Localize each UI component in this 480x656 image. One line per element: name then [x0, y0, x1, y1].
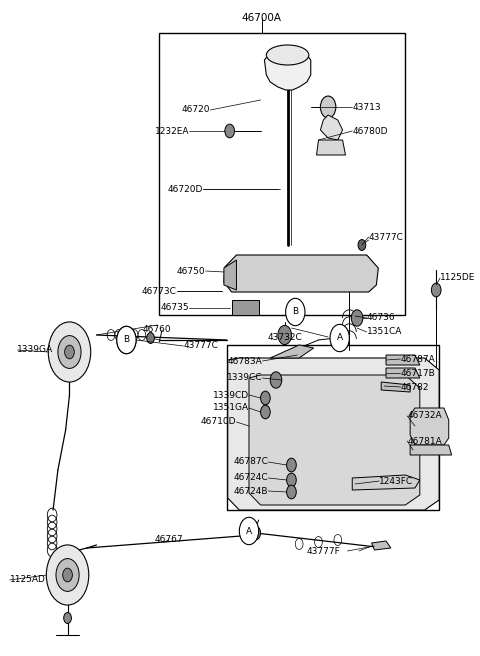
Text: 46710D: 46710D: [201, 417, 237, 426]
Circle shape: [117, 326, 136, 354]
Polygon shape: [224, 260, 237, 290]
Circle shape: [64, 613, 72, 623]
Text: 46750: 46750: [177, 266, 205, 276]
Text: 46735: 46735: [160, 304, 189, 312]
Text: 46717B: 46717B: [400, 369, 435, 377]
Text: 46773C: 46773C: [142, 287, 177, 295]
Ellipse shape: [266, 45, 309, 65]
Circle shape: [432, 283, 441, 297]
Text: 46780D: 46780D: [352, 127, 388, 136]
Text: 43713: 43713: [352, 102, 381, 112]
Text: 1243FC: 1243FC: [379, 476, 413, 485]
Circle shape: [287, 485, 296, 499]
Text: 43777C: 43777C: [183, 342, 218, 350]
Bar: [227, 345, 439, 510]
Text: 46787C: 46787C: [233, 457, 268, 466]
Circle shape: [286, 298, 305, 325]
Polygon shape: [228, 358, 439, 510]
Polygon shape: [352, 475, 420, 490]
Polygon shape: [316, 140, 346, 155]
Text: 46700A: 46700A: [241, 13, 282, 23]
Circle shape: [320, 96, 336, 118]
Text: 46724B: 46724B: [234, 487, 268, 495]
Text: 46782: 46782: [400, 382, 429, 392]
Circle shape: [58, 336, 81, 369]
Circle shape: [261, 391, 270, 405]
Circle shape: [287, 473, 296, 487]
Circle shape: [48, 322, 91, 382]
Text: 46724C: 46724C: [234, 474, 268, 483]
Text: 1125DE: 1125DE: [440, 274, 475, 283]
Circle shape: [65, 345, 74, 359]
Circle shape: [261, 405, 270, 419]
Polygon shape: [320, 115, 343, 140]
Text: 46720: 46720: [182, 106, 210, 115]
Text: 43777C: 43777C: [369, 232, 404, 241]
Polygon shape: [264, 50, 311, 90]
Text: 1339CC: 1339CC: [227, 373, 263, 382]
Text: B: B: [123, 335, 130, 344]
Polygon shape: [224, 255, 378, 292]
Circle shape: [270, 372, 282, 388]
Polygon shape: [410, 408, 449, 445]
Text: B: B: [292, 308, 299, 316]
Text: A: A: [246, 527, 252, 535]
Circle shape: [278, 325, 291, 344]
Text: 46781A: 46781A: [407, 436, 442, 445]
Circle shape: [225, 124, 235, 138]
Text: 46767: 46767: [155, 535, 183, 544]
Circle shape: [47, 545, 89, 605]
Circle shape: [240, 518, 259, 544]
Text: 1351GA: 1351GA: [213, 403, 249, 413]
Text: A: A: [336, 333, 343, 342]
Circle shape: [287, 458, 296, 472]
Text: 1232EA: 1232EA: [155, 127, 189, 136]
Text: 43777F: 43777F: [306, 546, 340, 556]
Polygon shape: [386, 368, 420, 378]
Text: 46760: 46760: [143, 325, 172, 335]
Text: 43732C: 43732C: [267, 333, 302, 342]
Bar: [159, 33, 405, 315]
Circle shape: [147, 333, 155, 344]
Polygon shape: [381, 382, 410, 392]
Circle shape: [330, 324, 349, 352]
Text: 46720D: 46720D: [168, 184, 203, 194]
Polygon shape: [410, 445, 452, 455]
Polygon shape: [270, 345, 313, 358]
Polygon shape: [372, 541, 391, 550]
Polygon shape: [249, 375, 420, 505]
Polygon shape: [386, 355, 420, 365]
Circle shape: [56, 559, 79, 592]
Text: 1125AD: 1125AD: [10, 575, 46, 584]
Text: 46787A: 46787A: [400, 354, 435, 363]
Text: 1351CA: 1351CA: [367, 327, 402, 337]
Text: 1339CD: 1339CD: [213, 390, 249, 400]
Circle shape: [251, 526, 261, 540]
Circle shape: [358, 239, 366, 251]
Text: 46783A: 46783A: [228, 356, 263, 365]
Circle shape: [117, 326, 136, 354]
Circle shape: [351, 310, 363, 326]
Text: 1339GA: 1339GA: [17, 346, 53, 354]
Circle shape: [63, 568, 72, 582]
Polygon shape: [232, 300, 259, 315]
Text: 46736: 46736: [367, 314, 396, 323]
Text: 46732A: 46732A: [407, 411, 442, 420]
